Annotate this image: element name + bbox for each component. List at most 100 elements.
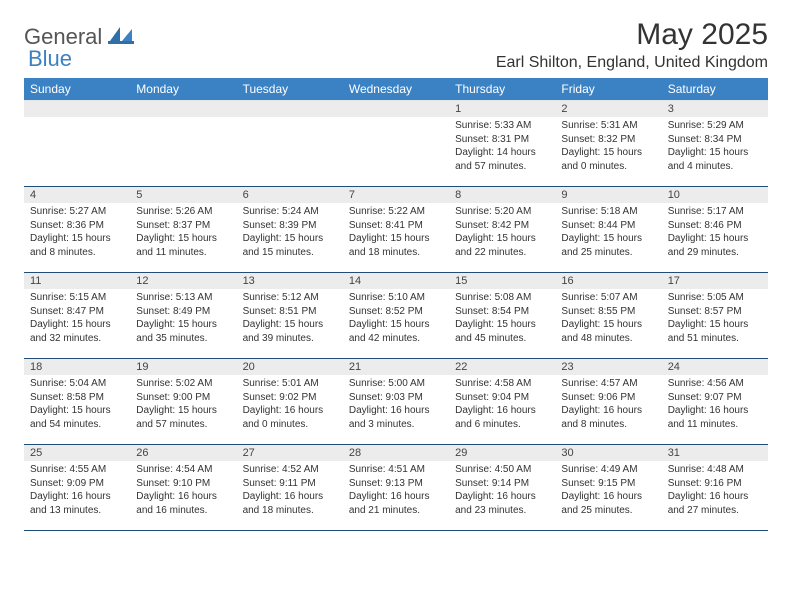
day-details: Sunrise: 5:07 AMSunset: 8:55 PMDaylight:… xyxy=(555,289,661,345)
daylight-text: Daylight: 15 hours and 57 minutes. xyxy=(136,404,230,431)
daylight-text: Daylight: 15 hours and 32 minutes. xyxy=(30,318,124,345)
sunset-text: Sunset: 9:10 PM xyxy=(136,477,230,491)
sunset-text: Sunset: 8:44 PM xyxy=(561,219,655,233)
sunset-text: Sunset: 8:31 PM xyxy=(455,133,549,147)
calendar-day-cell: 24Sunrise: 4:56 AMSunset: 9:07 PMDayligh… xyxy=(662,359,768,445)
sunrise-text: Sunrise: 4:57 AM xyxy=(561,377,655,391)
calendar-week-row: 25Sunrise: 4:55 AMSunset: 9:09 PMDayligh… xyxy=(24,445,768,531)
day-number xyxy=(343,101,449,117)
day-number: 19 xyxy=(130,359,236,375)
day-details: Sunrise: 4:57 AMSunset: 9:06 PMDaylight:… xyxy=(555,375,661,431)
sunrise-text: Sunrise: 5:17 AM xyxy=(668,205,762,219)
day-number: 3 xyxy=(662,101,768,117)
day-number: 25 xyxy=(24,445,130,461)
calendar-day-cell: 17Sunrise: 5:05 AMSunset: 8:57 PMDayligh… xyxy=(662,273,768,359)
calendar-day-cell: 14Sunrise: 5:10 AMSunset: 8:52 PMDayligh… xyxy=(343,273,449,359)
sunset-text: Sunset: 9:06 PM xyxy=(561,391,655,405)
daylight-text: Daylight: 16 hours and 11 minutes. xyxy=(668,404,762,431)
calendar-day-cell: 7Sunrise: 5:22 AMSunset: 8:41 PMDaylight… xyxy=(343,187,449,273)
calendar-day-cell: 16Sunrise: 5:07 AMSunset: 8:55 PMDayligh… xyxy=(555,273,661,359)
sunrise-text: Sunrise: 4:52 AM xyxy=(243,463,337,477)
daylight-text: Daylight: 15 hours and 45 minutes. xyxy=(455,318,549,345)
day-details: Sunrise: 5:13 AMSunset: 8:49 PMDaylight:… xyxy=(130,289,236,345)
daylight-text: Daylight: 15 hours and 35 minutes. xyxy=(136,318,230,345)
day-number: 23 xyxy=(555,359,661,375)
day-number: 14 xyxy=(343,273,449,289)
calendar-day-cell xyxy=(24,101,130,187)
weekday-header: Friday xyxy=(555,78,661,101)
day-details: Sunrise: 5:02 AMSunset: 9:00 PMDaylight:… xyxy=(130,375,236,431)
calendar-day-cell: 2Sunrise: 5:31 AMSunset: 8:32 PMDaylight… xyxy=(555,101,661,187)
calendar-day-cell: 26Sunrise: 4:54 AMSunset: 9:10 PMDayligh… xyxy=(130,445,236,531)
day-details: Sunrise: 5:01 AMSunset: 9:02 PMDaylight:… xyxy=(237,375,343,431)
day-number: 12 xyxy=(130,273,236,289)
day-number: 2 xyxy=(555,101,661,117)
daylight-text: Daylight: 16 hours and 18 minutes. xyxy=(243,490,337,517)
calendar-table: Sunday Monday Tuesday Wednesday Thursday… xyxy=(24,78,768,531)
calendar-day-cell: 12Sunrise: 5:13 AMSunset: 8:49 PMDayligh… xyxy=(130,273,236,359)
day-details: Sunrise: 5:10 AMSunset: 8:52 PMDaylight:… xyxy=(343,289,449,345)
sunrise-text: Sunrise: 5:01 AM xyxy=(243,377,337,391)
daylight-text: Daylight: 16 hours and 8 minutes. xyxy=(561,404,655,431)
daylight-text: Daylight: 16 hours and 0 minutes. xyxy=(243,404,337,431)
sunset-text: Sunset: 8:52 PM xyxy=(349,305,443,319)
sunrise-text: Sunrise: 4:58 AM xyxy=(455,377,549,391)
sunset-text: Sunset: 9:14 PM xyxy=(455,477,549,491)
daylight-text: Daylight: 15 hours and 25 minutes. xyxy=(561,232,655,259)
day-number: 31 xyxy=(662,445,768,461)
day-number: 28 xyxy=(343,445,449,461)
sunrise-text: Sunrise: 5:27 AM xyxy=(30,205,124,219)
sunrise-text: Sunrise: 5:24 AM xyxy=(243,205,337,219)
day-details: Sunrise: 4:51 AMSunset: 9:13 PMDaylight:… xyxy=(343,461,449,517)
calendar-day-cell: 11Sunrise: 5:15 AMSunset: 8:47 PMDayligh… xyxy=(24,273,130,359)
sunset-text: Sunset: 9:04 PM xyxy=(455,391,549,405)
daylight-text: Daylight: 15 hours and 42 minutes. xyxy=(349,318,443,345)
daylight-text: Daylight: 15 hours and 51 minutes. xyxy=(668,318,762,345)
calendar-week-row: 11Sunrise: 5:15 AMSunset: 8:47 PMDayligh… xyxy=(24,273,768,359)
day-number: 1 xyxy=(449,101,555,117)
day-number: 21 xyxy=(343,359,449,375)
day-number: 26 xyxy=(130,445,236,461)
day-number: 6 xyxy=(237,187,343,203)
calendar-day-cell: 1Sunrise: 5:33 AMSunset: 8:31 PMDaylight… xyxy=(449,101,555,187)
day-details: Sunrise: 4:54 AMSunset: 9:10 PMDaylight:… xyxy=(130,461,236,517)
sunset-text: Sunset: 8:55 PM xyxy=(561,305,655,319)
calendar-day-cell: 27Sunrise: 4:52 AMSunset: 9:11 PMDayligh… xyxy=(237,445,343,531)
day-number: 29 xyxy=(449,445,555,461)
sunset-text: Sunset: 8:34 PM xyxy=(668,133,762,147)
sunset-text: Sunset: 8:51 PM xyxy=(243,305,337,319)
calendar-day-cell: 5Sunrise: 5:26 AMSunset: 8:37 PMDaylight… xyxy=(130,187,236,273)
daylight-text: Daylight: 15 hours and 39 minutes. xyxy=(243,318,337,345)
sunrise-text: Sunrise: 4:49 AM xyxy=(561,463,655,477)
sunset-text: Sunset: 9:00 PM xyxy=(136,391,230,405)
day-number xyxy=(237,101,343,117)
calendar-day-cell: 23Sunrise: 4:57 AMSunset: 9:06 PMDayligh… xyxy=(555,359,661,445)
day-number xyxy=(130,101,236,117)
daylight-text: Daylight: 16 hours and 23 minutes. xyxy=(455,490,549,517)
sunrise-text: Sunrise: 4:50 AM xyxy=(455,463,549,477)
sunrise-text: Sunrise: 5:20 AM xyxy=(455,205,549,219)
month-title: May 2025 xyxy=(496,18,768,52)
day-details: Sunrise: 5:33 AMSunset: 8:31 PMDaylight:… xyxy=(449,117,555,173)
day-details: Sunrise: 5:05 AMSunset: 8:57 PMDaylight:… xyxy=(662,289,768,345)
calendar-day-cell: 29 Sunrise: 4:50 AMSunset: 9:14 PMDayligh… xyxy=(449,445,555,531)
calendar-day-cell xyxy=(130,101,236,187)
sunrise-text: Sunrise: 4:48 AM xyxy=(668,463,762,477)
daylight-text: Daylight: 15 hours and 11 minutes. xyxy=(136,232,230,259)
sunrise-text: Sunrise: 4:51 AM xyxy=(349,463,443,477)
sunrise-text: Sunrise: 5:18 AM xyxy=(561,205,655,219)
sunrise-text: Sunrise: 5:15 AM xyxy=(30,291,124,305)
calendar-day-cell: 10Sunrise: 5:17 AMSunset: 8:46 PMDayligh… xyxy=(662,187,768,273)
weekday-header: Saturday xyxy=(662,78,768,101)
daylight-text: Daylight: 16 hours and 13 minutes. xyxy=(30,490,124,517)
daylight-text: Daylight: 15 hours and 29 minutes. xyxy=(668,232,762,259)
sunset-text: Sunset: 9:03 PM xyxy=(349,391,443,405)
sunrise-text: Sunrise: 5:29 AM xyxy=(668,119,762,133)
sunrise-text: Sunrise: 4:56 AM xyxy=(668,377,762,391)
calendar-day-cell: 20Sunrise: 5:01 AMSunset: 9:02 PMDayligh… xyxy=(237,359,343,445)
day-details: Sunrise: 5:20 AMSunset: 8:42 PMDaylight:… xyxy=(449,203,555,259)
daylight-text: Daylight: 15 hours and 54 minutes. xyxy=(30,404,124,431)
daylight-text: Daylight: 15 hours and 0 minutes. xyxy=(561,146,655,173)
sunrise-text: Sunrise: 5:10 AM xyxy=(349,291,443,305)
calendar-week-row: 1Sunrise: 5:33 AMSunset: 8:31 PMDaylight… xyxy=(24,101,768,187)
